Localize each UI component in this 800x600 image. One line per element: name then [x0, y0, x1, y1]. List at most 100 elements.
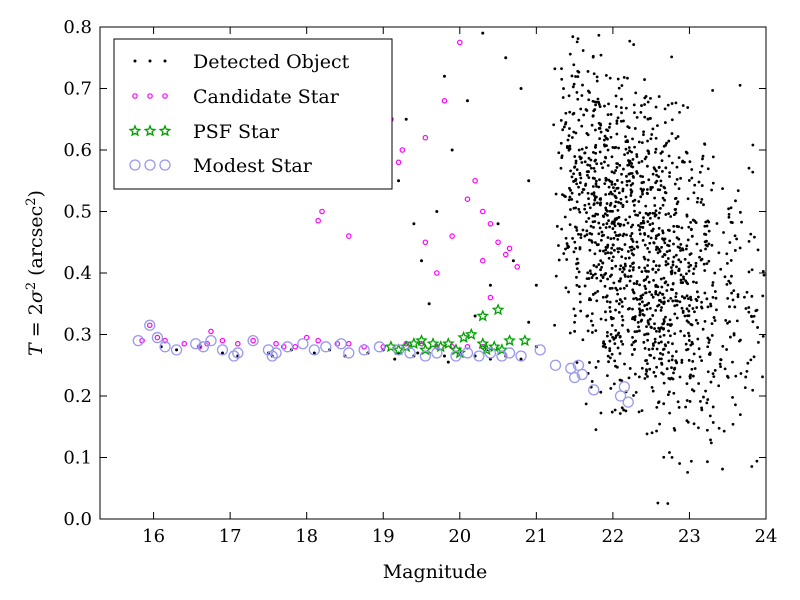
detected-point	[685, 307, 689, 311]
detected-point	[658, 330, 661, 333]
star-point	[457, 330, 471, 343]
detected-point	[594, 329, 598, 333]
detected-point	[679, 249, 682, 252]
detected-point	[736, 293, 740, 296]
detected-point	[622, 223, 626, 227]
detected-point	[568, 110, 572, 114]
detected-point	[635, 330, 639, 333]
detected-point	[662, 276, 666, 280]
detected-point	[646, 139, 649, 143]
small-circle-point	[204, 340, 210, 347]
detected-point	[687, 339, 691, 342]
detected-point	[640, 270, 644, 274]
detected-point	[738, 339, 741, 343]
detected-point	[615, 365, 619, 369]
small-circle-point	[146, 322, 153, 329]
detected-point	[700, 408, 704, 412]
detected-point	[590, 312, 594, 316]
detected-point	[695, 281, 698, 285]
detected-point	[596, 97, 600, 101]
detected-point	[656, 293, 660, 297]
detected-point	[666, 103, 670, 107]
legend-item: Detected Object	[133, 51, 350, 73]
detected-point	[761, 334, 765, 338]
detected-point	[573, 155, 577, 158]
detected-point	[666, 323, 670, 326]
detected-point	[585, 314, 589, 318]
detected-point	[676, 200, 680, 204]
detected-point	[604, 136, 608, 140]
detected-point	[621, 234, 625, 238]
open-circle-point	[170, 344, 183, 356]
detected-point	[579, 176, 583, 180]
detected-point	[654, 136, 658, 140]
detected-point	[752, 355, 756, 359]
detected-point	[620, 300, 624, 304]
detected-point	[590, 276, 594, 279]
detected-point	[591, 151, 595, 154]
detected-point	[697, 295, 700, 299]
detected-point	[663, 198, 667, 202]
detected-point	[719, 267, 723, 271]
detected-point	[610, 352, 614, 356]
detected-point	[641, 225, 645, 229]
detected-point	[606, 251, 610, 255]
detected-point	[643, 232, 646, 235]
detected-point	[670, 269, 674, 273]
detected-point	[581, 49, 585, 52]
detected-point	[646, 212, 650, 216]
detected-point	[711, 283, 714, 287]
small-circle-point	[514, 264, 521, 270]
detected-point	[605, 209, 609, 213]
detected-point	[690, 234, 694, 238]
dot-point	[527, 179, 531, 183]
detected-point	[713, 319, 717, 322]
detected-point	[761, 270, 765, 273]
detected-point	[604, 345, 608, 349]
detected-point	[633, 209, 636, 213]
detected-point	[579, 156, 583, 160]
detected-point	[655, 365, 658, 369]
detected-point	[639, 319, 643, 323]
detected-point	[583, 151, 587, 155]
detected-point	[692, 280, 695, 284]
detected-point	[591, 185, 595, 188]
detected-point	[671, 288, 674, 291]
detected-point	[753, 235, 756, 239]
detected-point	[646, 264, 650, 267]
detected-point	[600, 230, 604, 234]
detected-point	[733, 305, 737, 309]
open-circle-point	[281, 341, 294, 353]
detected-point	[585, 233, 589, 237]
detected-point	[575, 226, 578, 230]
detected-point	[700, 306, 704, 310]
detected-point	[662, 318, 666, 321]
detected-point	[664, 166, 668, 170]
detected-point	[703, 224, 707, 228]
y-axis-label-close: )	[25, 190, 47, 197]
detected-point	[622, 119, 625, 123]
detected-point	[722, 231, 725, 234]
detected-point	[705, 401, 709, 405]
detected-point	[710, 188, 714, 192]
y-tick-label: 0.8	[63, 17, 92, 38]
detected-point	[587, 217, 591, 220]
detected-point	[593, 252, 597, 256]
dot-point	[312, 351, 316, 355]
detected-point	[655, 429, 658, 433]
detected-point	[641, 293, 645, 297]
open-circle-point	[503, 347, 516, 359]
detected-point	[663, 281, 667, 285]
detected-point	[594, 128, 597, 132]
detected-point	[668, 318, 672, 322]
detected-point	[668, 411, 672, 415]
detected-point	[572, 63, 576, 67]
detected-point	[692, 422, 696, 426]
detected-point	[563, 215, 567, 219]
detected-point	[611, 227, 615, 230]
detected-point	[654, 209, 658, 213]
detected-point	[700, 359, 704, 363]
detected-point	[629, 225, 633, 229]
detected-point	[620, 111, 623, 115]
detected-point	[641, 219, 645, 223]
